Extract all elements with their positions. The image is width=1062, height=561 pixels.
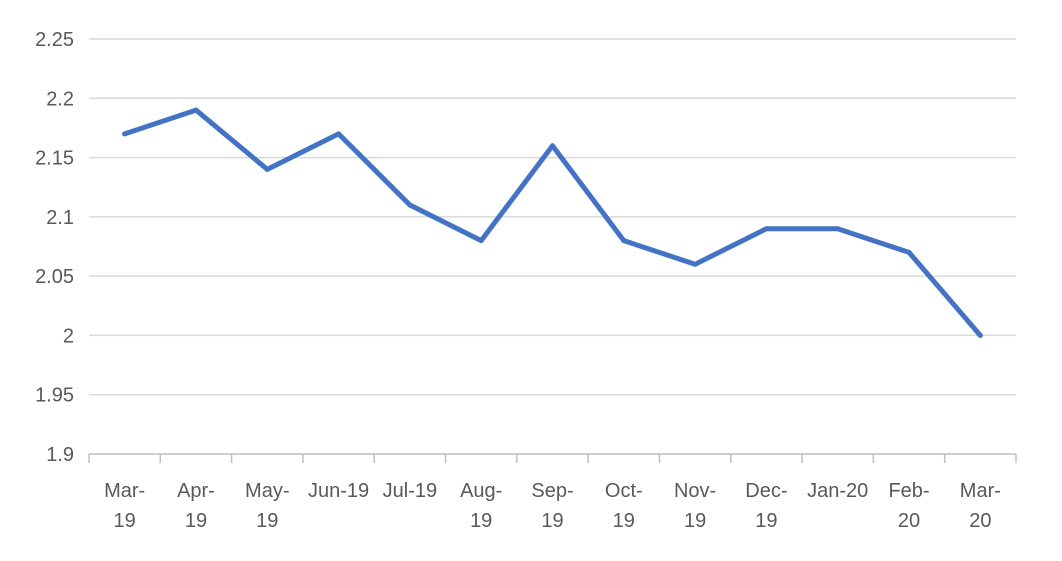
x-tick-label-line: Jun-19 xyxy=(308,480,369,502)
series xyxy=(122,107,983,338)
y-tick-label: 2.25 xyxy=(35,29,74,51)
x-tick-label-line: Sep- xyxy=(531,480,573,502)
x-tick-label: May- 19 xyxy=(245,480,289,532)
data-point xyxy=(906,249,912,255)
x-tick-label-line: 20 xyxy=(898,510,920,532)
x-tick-label-line: 19 xyxy=(185,510,207,532)
data-point xyxy=(763,226,769,232)
data-point xyxy=(122,131,128,137)
data-point xyxy=(977,332,983,338)
y-tick-label: 1.9 xyxy=(46,444,74,466)
x-tick-label-line: 19 xyxy=(114,510,136,532)
y-tick-label: 2 xyxy=(63,325,74,347)
x-tick-label-line: Feb- xyxy=(888,480,929,502)
y-tick-label: 1.95 xyxy=(35,385,74,407)
x-tick-label-line: 19 xyxy=(256,510,278,532)
x-tick-label: Nov- 19 xyxy=(674,480,716,532)
x-tick-label-line: 19 xyxy=(755,510,777,532)
x-tick-label-line: Aug- xyxy=(460,480,502,502)
data-point xyxy=(478,238,484,244)
y-axis: 1.9 1.95 2 2.05 2.1 2.15 2.2 2.25 xyxy=(35,29,74,466)
x-tick-label-line: Dec- xyxy=(745,480,787,502)
y-tick-label: 2.1 xyxy=(46,207,74,229)
x-tick-label-line: Jan-20 xyxy=(807,480,868,502)
x-tick-label-line: 19 xyxy=(541,510,563,532)
x-tick-label: Oct- 19 xyxy=(605,480,643,532)
x-tick-label: Dec- 19 xyxy=(745,480,787,532)
gridlines xyxy=(89,38,1016,396)
x-tick-label-line: Oct- xyxy=(605,480,643,502)
x-tick-label: Jan-20 xyxy=(807,480,868,502)
x-tick-label-line: Apr- xyxy=(177,480,215,502)
x-tick-label: Jul-19 xyxy=(383,480,437,502)
data-point xyxy=(264,166,270,172)
data-point xyxy=(407,202,413,208)
x-tick-label-line: 19 xyxy=(613,510,635,532)
x-tick-label-line: 19 xyxy=(684,510,706,532)
data-point xyxy=(193,107,199,113)
x-tick-label: Aug- 19 xyxy=(460,480,502,532)
data-point xyxy=(835,226,841,232)
data-point xyxy=(550,143,555,149)
x-tick-label: Jun-19 xyxy=(308,480,369,502)
x-tick-label: Mar- 20 xyxy=(960,480,1001,532)
x-tick-label-line: Jul-19 xyxy=(383,480,437,502)
x-tick-label-line: Mar- xyxy=(104,480,145,502)
data-point xyxy=(336,131,342,137)
x-tick-label-line: 19 xyxy=(470,510,492,532)
y-tick-label: 2.05 xyxy=(35,266,74,288)
x-tick-label-line: 20 xyxy=(969,510,991,532)
y-tick-label: 2.15 xyxy=(35,148,74,170)
x-tick-label-line: Nov- xyxy=(674,480,716,502)
x-tick-label-line: May- xyxy=(245,480,289,502)
data-point xyxy=(621,238,627,244)
x-tick-label: Apr- 19 xyxy=(177,480,215,532)
x-tick-label: Mar- 19 xyxy=(104,480,145,532)
x-tick-label: Feb- 20 xyxy=(888,480,929,532)
y-tick-label: 2.2 xyxy=(46,88,74,110)
data-point xyxy=(692,261,698,267)
x-tick-label-line: Mar- xyxy=(960,480,1001,502)
x-tick-label: Sep- 19 xyxy=(531,480,573,532)
